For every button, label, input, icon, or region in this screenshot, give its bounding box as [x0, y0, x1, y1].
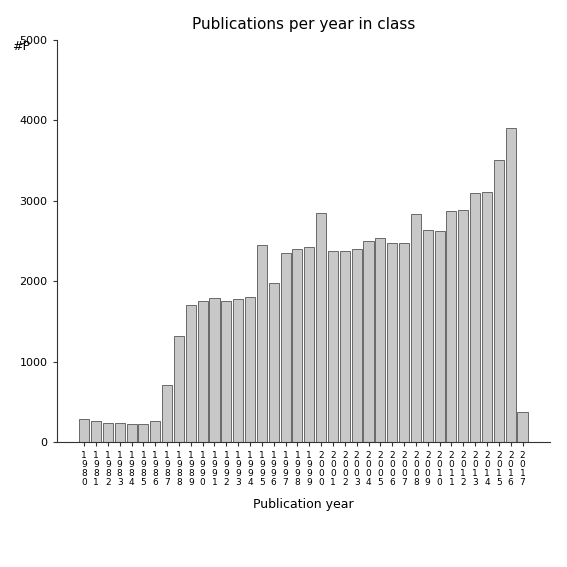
Bar — [138, 424, 149, 442]
Bar — [458, 210, 468, 442]
Bar — [434, 231, 445, 442]
Bar — [328, 251, 338, 442]
Bar — [162, 385, 172, 442]
Bar — [506, 128, 516, 442]
Bar — [375, 238, 386, 442]
Bar — [115, 423, 125, 442]
Bar — [198, 301, 208, 442]
Bar — [316, 213, 326, 442]
Bar — [186, 306, 196, 442]
Bar — [79, 420, 89, 442]
Bar — [446, 211, 456, 442]
Bar — [482, 192, 492, 442]
Bar — [221, 302, 231, 442]
Bar — [494, 160, 504, 442]
Bar — [150, 421, 160, 442]
Bar — [126, 424, 137, 442]
Title: Publications per year in class: Publications per year in class — [192, 16, 415, 32]
Bar — [174, 336, 184, 442]
Bar — [293, 249, 302, 442]
Bar — [518, 412, 527, 442]
Bar — [103, 423, 113, 442]
Bar — [399, 243, 409, 442]
Bar — [91, 421, 101, 442]
X-axis label: Publication year: Publication year — [253, 498, 354, 511]
Bar — [245, 297, 255, 442]
Bar — [340, 251, 350, 442]
Bar — [387, 243, 397, 442]
Bar — [269, 283, 279, 442]
Bar — [363, 241, 374, 442]
Bar — [281, 253, 291, 442]
Bar — [411, 214, 421, 442]
Bar — [209, 298, 219, 442]
Bar — [257, 245, 267, 442]
Text: #P: #P — [12, 40, 30, 53]
Bar — [304, 247, 314, 442]
Bar — [233, 299, 243, 442]
Bar — [470, 193, 480, 442]
Bar — [352, 249, 362, 442]
Bar — [423, 230, 433, 442]
